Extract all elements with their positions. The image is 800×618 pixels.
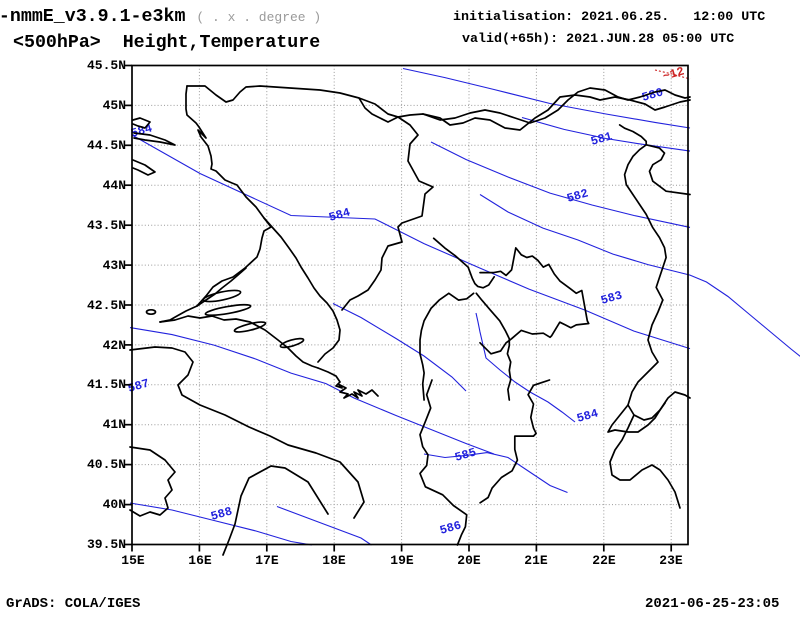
svg-text:588: 588 — [209, 504, 234, 523]
svg-text:587: 587 — [126, 376, 151, 395]
svg-text:583: 583 — [599, 288, 624, 307]
svg-text:581: 581 — [589, 129, 614, 148]
svg-text:586: 586 — [438, 518, 463, 537]
svg-text:585: 585 — [453, 445, 478, 464]
svg-text:~12: ~12 — [661, 64, 686, 83]
svg-text:584: 584 — [327, 205, 352, 224]
svg-text:584: 584 — [575, 406, 600, 425]
